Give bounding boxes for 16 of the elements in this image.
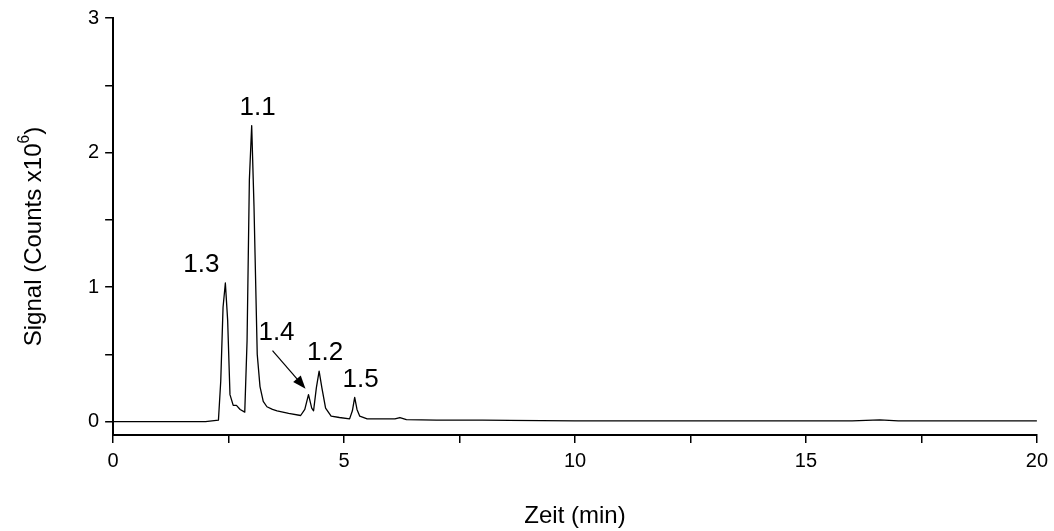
annotation: 1.4: [258, 315, 295, 346]
x-axis-title: Zeit (min): [524, 500, 626, 528]
y-tick-label: 2: [88, 140, 100, 163]
y-tick-label: 0: [88, 409, 100, 432]
annotation: 1.3: [183, 248, 220, 279]
annotation: 1.2: [307, 336, 344, 367]
x-tick-label: 10: [563, 448, 587, 471]
annotation: 1.5: [342, 362, 379, 393]
y-axis-title: Signal (Counts x106): [14, 126, 46, 347]
x-tick-label: 15: [794, 448, 818, 471]
annotation: 1.1: [239, 90, 276, 121]
x-tick-label: 0: [107, 448, 119, 471]
x-tick-label: 20: [1025, 448, 1048, 471]
x-tick-label: 5: [338, 448, 350, 471]
y-tick-label: 1: [88, 274, 100, 297]
y-tick-label: 3: [88, 5, 100, 28]
